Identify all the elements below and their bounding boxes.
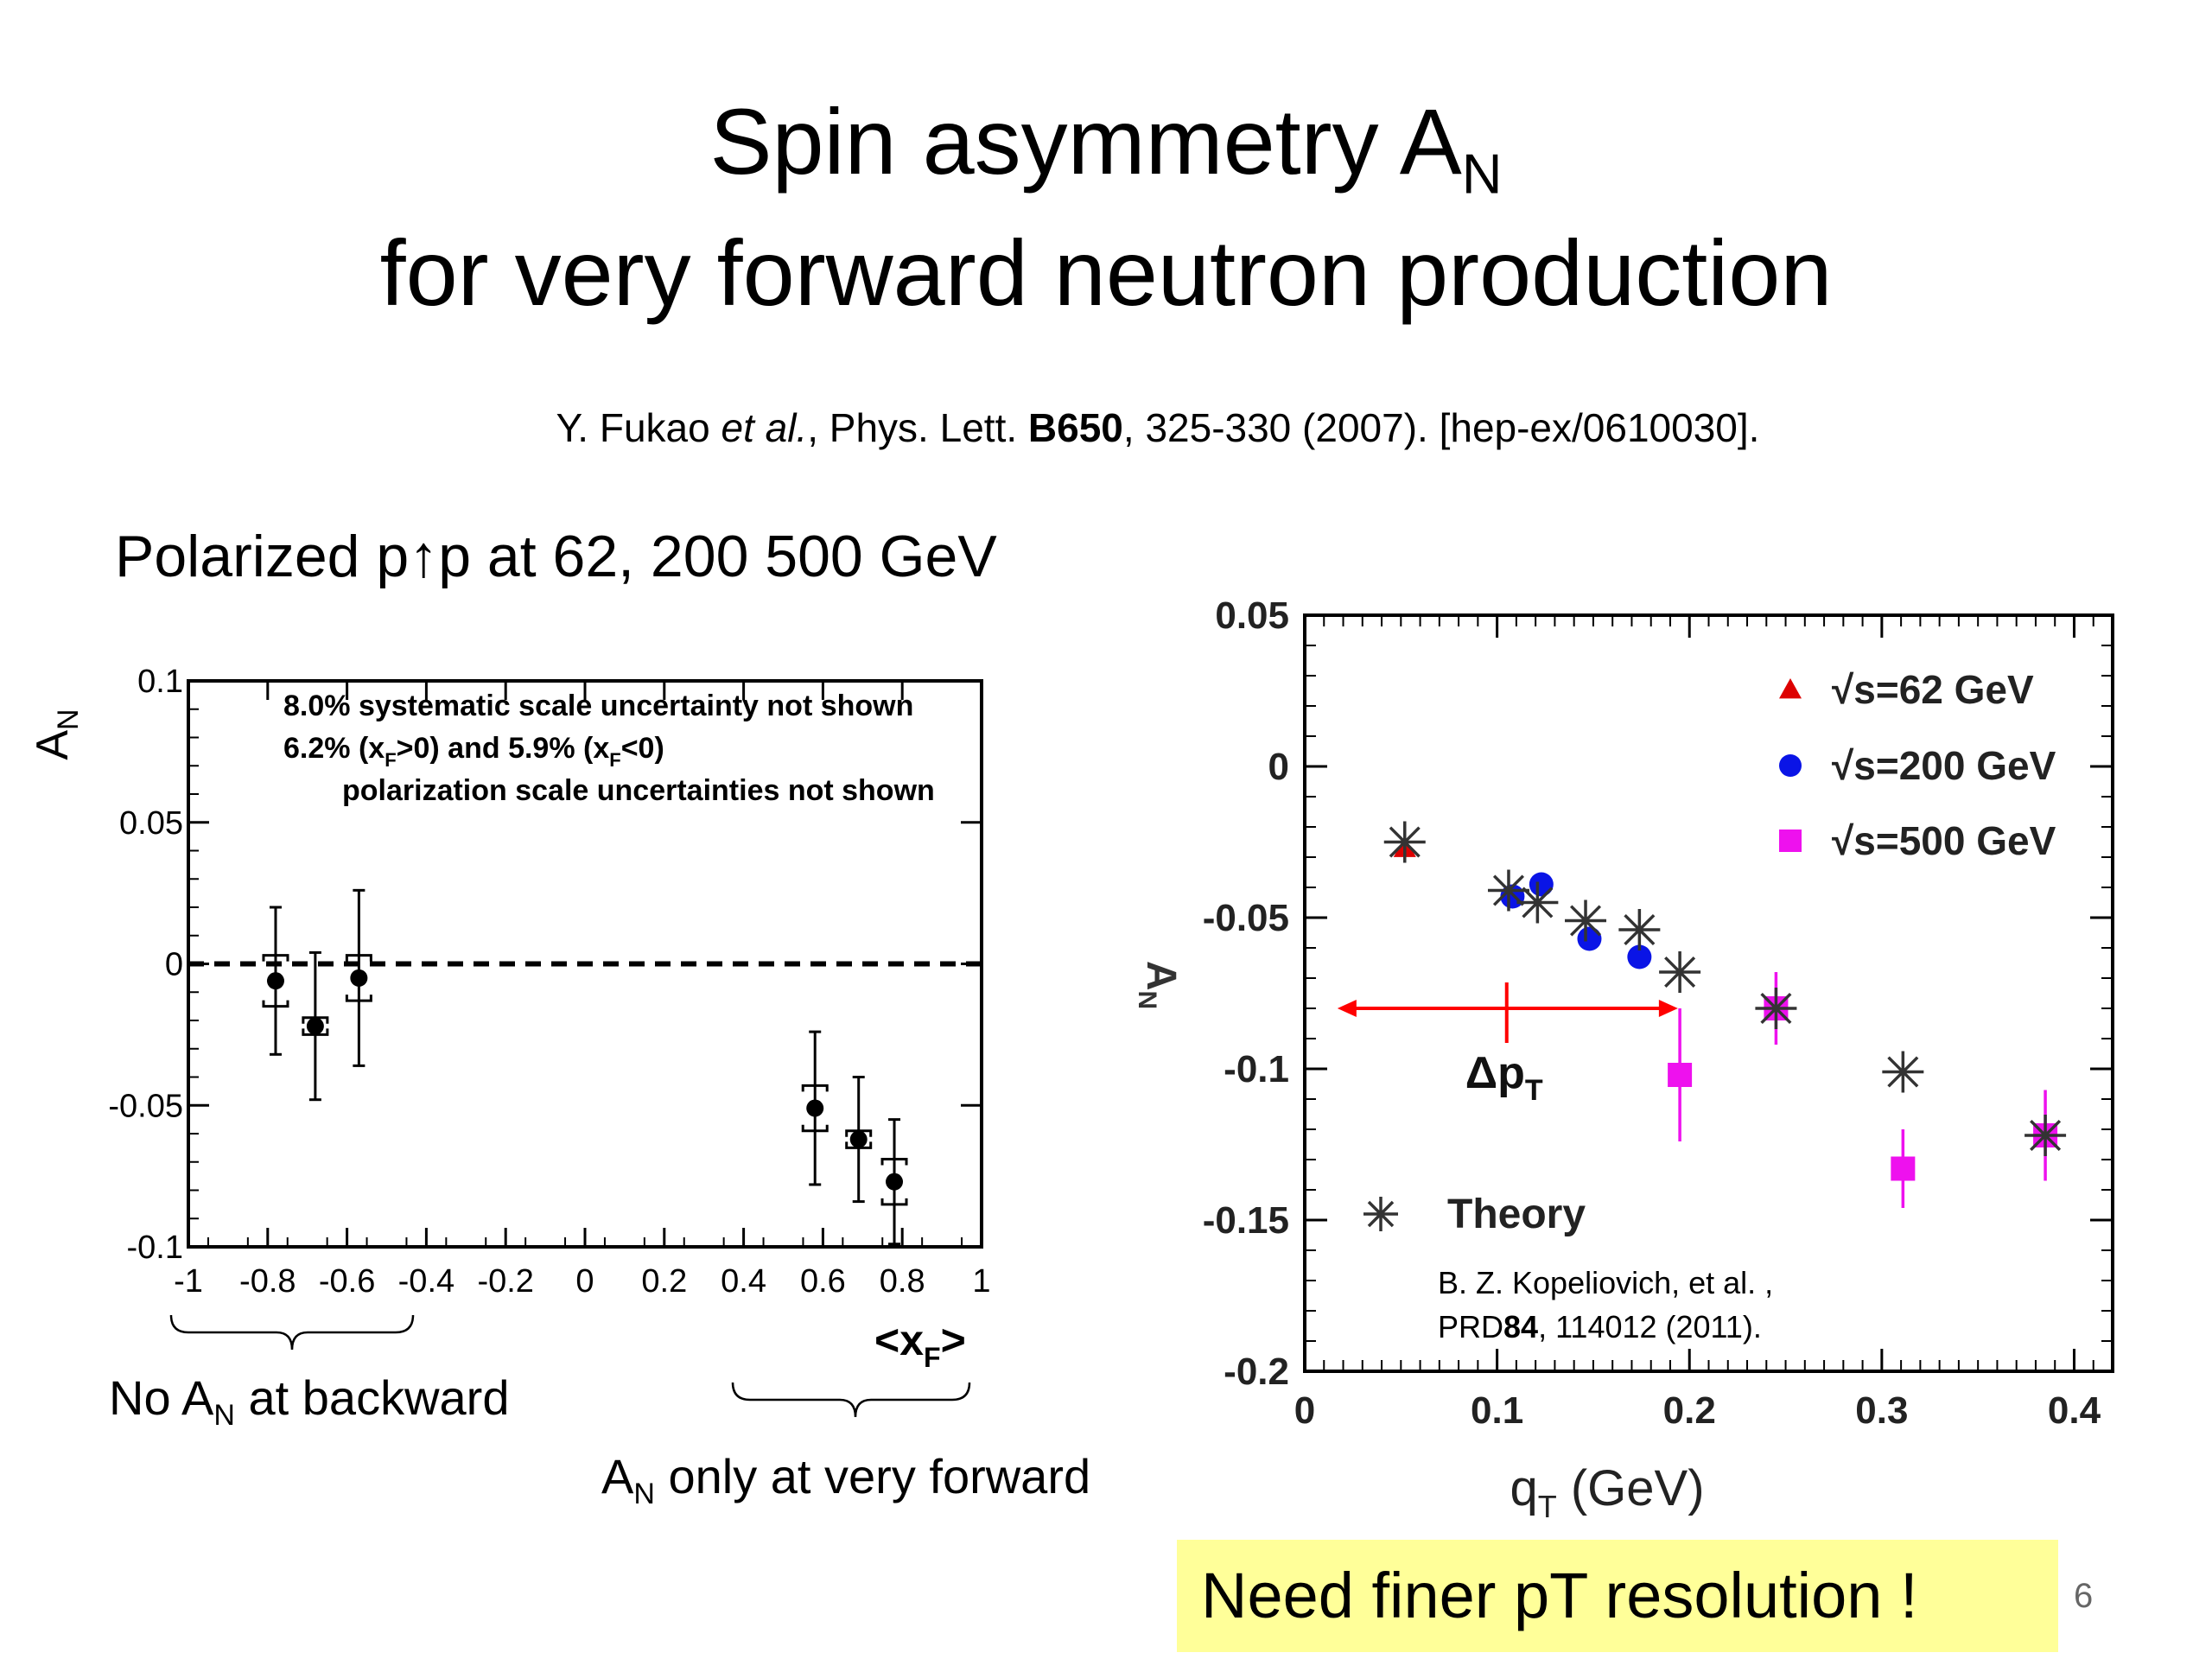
- x-tick-label: -0.8: [239, 1263, 296, 1300]
- theory-point: [1882, 1051, 1924, 1093]
- theory-point: [1487, 869, 1529, 912]
- systematic-bracket: [880, 1198, 908, 1206]
- data-point-square: [1668, 1063, 1693, 1087]
- systematic-bracket: [345, 954, 372, 962]
- left-ylabel: AN: [28, 709, 85, 760]
- theory-point: [2024, 1115, 2067, 1156]
- y-tick-label: -0.2: [1224, 1351, 1289, 1393]
- legend-marker: [1779, 830, 1802, 852]
- data-point-square: [1891, 1156, 1916, 1181]
- x-tick-label: 1: [972, 1263, 990, 1300]
- data-point: [806, 1099, 824, 1117]
- right-chart-frame: [1303, 613, 2114, 1373]
- legend-marker-theory: [1363, 1197, 1398, 1231]
- data-point-circle: [1577, 926, 1602, 951]
- y-tick-label: -0.05: [1203, 897, 1289, 939]
- polarized-heading: Polarized p↑p at 62, 200 500 GeV: [115, 524, 997, 589]
- reference-line2: PRD84, 114012 (2011).: [1438, 1309, 1762, 1344]
- legend-label-theory: Theory: [1447, 1192, 1586, 1237]
- callout-box: Need finer pT resolution !: [1177, 1540, 2058, 1652]
- right-ylabel: AN: [1133, 961, 1184, 1009]
- legend-label: √s=500 GeV: [1832, 818, 2056, 863]
- reference-line1: B. Z. Kopeliovich, et al. ,: [1438, 1265, 1773, 1300]
- left-chart: -1 -0.8 -0.6 -0.4 -0.2 0 0.2 0.4 0.6 0.8 1 0.1 0.05…: [28, 664, 991, 1418]
- y-tick-label: -0.1: [127, 1230, 183, 1266]
- legend-marker: [1779, 678, 1802, 699]
- legend-label: √s=200 GeV: [1832, 743, 2056, 788]
- theory-point: [1516, 881, 1559, 924]
- citation-pages: , 325-330 (2007). [hep-ex/0610030].: [1122, 405, 1760, 450]
- page-number: 6: [2074, 1577, 2094, 1615]
- x-tick-label: 0.1: [1471, 1389, 1523, 1432]
- legend-marker: [1779, 754, 1802, 777]
- data-point: [350, 969, 368, 987]
- forward-brace: [731, 1382, 971, 1418]
- data-point: [886, 1173, 904, 1191]
- right-chart: 0 0.1 0.2 0.3 0.4 0.05 0 -0.05 -0.1 -0.15 -0.2 Δp…: [1133, 594, 2114, 1524]
- y-tick-label: 0.1: [137, 664, 183, 700]
- theory-point: [1755, 988, 1797, 1029]
- y-tick-label: -0.05: [108, 1088, 183, 1124]
- x-tick-label: 0.4: [2048, 1389, 2101, 1432]
- x-tick-label: 0.8: [880, 1263, 925, 1300]
- title-subscript: N: [1461, 142, 1503, 206]
- y-tick-label: 0: [1268, 746, 1289, 788]
- x-tick-label: 0.2: [641, 1263, 687, 1300]
- legend-label: √s=62 GeV: [1832, 667, 2034, 712]
- note-line2: 6.2% (xF>0) and 5.9% (xF<0): [283, 732, 664, 771]
- citation-author: Y. Fukao: [556, 405, 721, 450]
- systematic-bracket: [262, 1000, 289, 1008]
- dpt-arrow-head-right: [1658, 1000, 1678, 1017]
- theory-point: [1618, 909, 1661, 950]
- x-tick-label: 0.2: [1663, 1389, 1716, 1432]
- x-tick-label: -1: [174, 1263, 203, 1300]
- note-line1: 8.0% systematic scale uncertainty not sh…: [283, 690, 913, 722]
- systematic-bracket: [880, 1157, 908, 1166]
- y-tick-label: 0.05: [1215, 594, 1289, 637]
- title-text: Spin asymmetry A: [709, 89, 1462, 194]
- y-tick-label: 0: [165, 947, 183, 983]
- citation-etal: et al.: [721, 405, 808, 450]
- x-tick-label: 0.3: [1855, 1389, 1908, 1432]
- right-xlabel: qT (GeV): [1510, 1460, 1704, 1524]
- y-tick-label: 0.05: [119, 805, 183, 842]
- data-point: [306, 1017, 324, 1035]
- dpt-label: ΔpT: [1465, 1048, 1543, 1107]
- y-tick-label: -0.1: [1224, 1048, 1289, 1090]
- citation-journal: , Phys. Lett.: [807, 405, 1028, 450]
- x-tick-label: -0.4: [398, 1263, 454, 1300]
- left-xlabel: <xF>: [874, 1316, 966, 1373]
- data-point-circle: [1627, 944, 1652, 969]
- x-tick-label: 0.6: [800, 1263, 846, 1300]
- x-tick-label: -0.6: [319, 1263, 375, 1300]
- data-point: [849, 1130, 868, 1148]
- data-point-circle: [1529, 872, 1554, 897]
- x-tick-label: 0: [575, 1263, 594, 1300]
- note-line3: polarization scale uncertainties not sho…: [342, 774, 935, 807]
- systematic-bracket: [345, 995, 372, 1002]
- x-tick-label: -0.2: [477, 1263, 533, 1300]
- x-tick-label: 0.4: [721, 1263, 766, 1300]
- backward-brace: [169, 1314, 415, 1351]
- systematic-bracket: [801, 1124, 829, 1133]
- slide-title-line2: for very forward neutron production: [379, 220, 1833, 325]
- backward-caption: No AN at backward: [109, 1370, 510, 1433]
- citation-volume: B650: [1027, 405, 1123, 450]
- dpt-arrow-head-left: [1337, 1000, 1357, 1017]
- systematic-bracket: [262, 954, 289, 962]
- theory-point: [1659, 951, 1701, 993]
- citation: Y. Fukao et al., Phys. Lett. B650, 325-3…: [52, 404, 2212, 451]
- x-tick-label: 0: [1294, 1389, 1315, 1432]
- slide-title: Spin asymmetry AN: [0, 95, 2212, 202]
- y-tick-label: -0.15: [1203, 1199, 1289, 1242]
- systematic-bracket: [801, 1084, 829, 1092]
- data-point: [266, 972, 284, 990]
- theory-point: [1565, 899, 1607, 942]
- forward-caption: AN only at very forward: [601, 1449, 1091, 1511]
- theory-point: [1383, 821, 1426, 863]
